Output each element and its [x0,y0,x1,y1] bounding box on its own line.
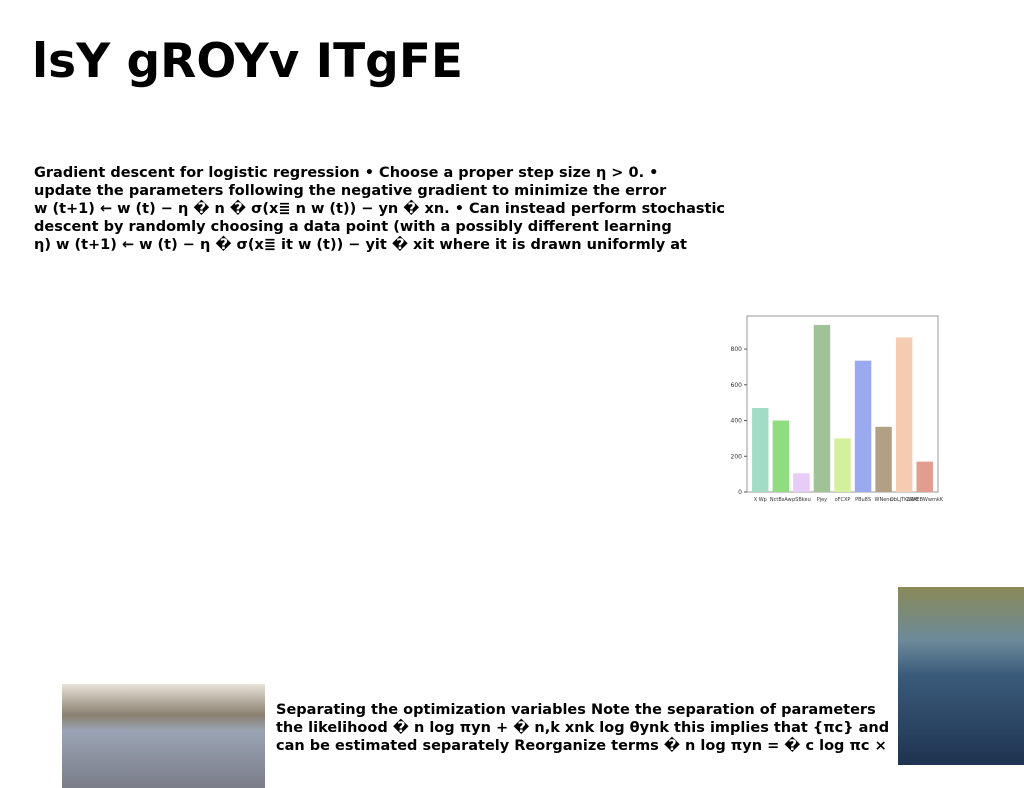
x-tick-label: WNenu [875,497,893,503]
y-tick-label: 800 [731,346,743,353]
photo-landscape [898,587,1024,765]
text-line: Gradient descent for logistic regression… [34,165,659,181]
bar [813,324,831,492]
x-tick-label: X Wp [754,497,767,503]
text-line: Separating the optimization variables No… [276,702,876,718]
body-text: Gradient descent for logistic regression… [34,164,725,254]
bar [916,461,933,492]
bar [834,438,851,492]
photo-skatepark [62,684,265,788]
text-line: the likelihood � n log πyn + � n,k xnk l… [276,720,890,736]
y-tick-label: 400 [731,418,743,425]
bar [772,420,790,492]
text-line: update the parameters following the nega… [34,183,667,199]
slide-title: lsY gROYv ITgFE [32,34,464,89]
y-tick-label: 600 [731,382,743,389]
chart-frame [746,315,939,493]
text-line: descent by randomly choosing a data poin… [34,219,672,235]
x-tick-label: ZRAEBWwmkK [906,497,943,503]
caption-text: Separating the optimization variables No… [276,701,889,755]
text-line: η) w (t+1) ← w (t) − η � σ(x≣ it w (t)) … [34,237,687,253]
y-tick-label: 200 [731,453,743,460]
bar [875,426,892,492]
bar [752,408,769,492]
x-tick-label: NctBsAw [770,497,792,503]
text-line: can be estimated separately Reorganize t… [276,738,887,754]
bar [793,473,810,492]
x-tick-label: pSBkeu [792,497,811,503]
text-line: w (t+1) ← w (t) − η � n � σ(x≣ n w (t)) … [34,201,726,217]
x-tick-label: oFCXP [835,497,851,503]
bar-chart: 0 200 400 600 800 X Wp NctBsAw pSBkeu Pjey oFCXP P… [731,324,944,503]
x-tick-label: Pjey [817,497,827,503]
y-tick-label: 0 [738,489,742,496]
x-tick-label: ObLjTKuWE [890,497,919,503]
x-tick-label: PBu8S [855,497,871,503]
bar [895,337,913,492]
bar [854,360,872,492]
